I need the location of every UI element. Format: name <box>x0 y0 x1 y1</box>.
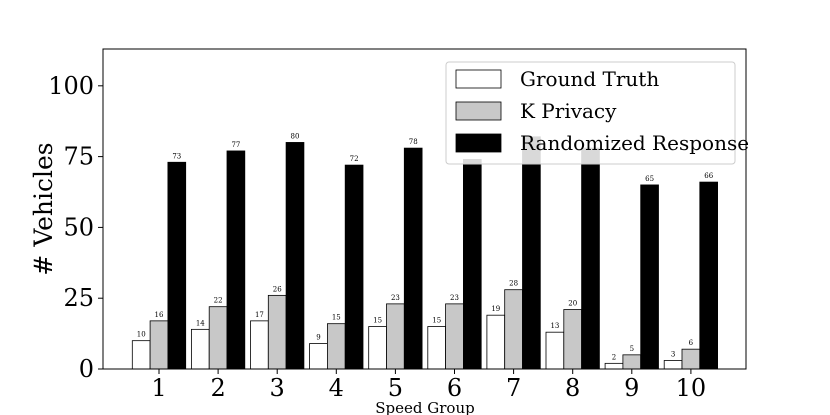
legend-label-randomized-response: Randomized Response <box>520 131 749 155</box>
bar-value-label: 6 <box>689 339 694 347</box>
bar-ground-truth-2 <box>190 328 210 370</box>
legend-label-k-privacy: K Privacy <box>520 99 617 123</box>
y-tick-label: 100 <box>48 72 94 100</box>
bars-layer <box>131 136 718 370</box>
legend-swatch-k-privacy <box>455 101 502 121</box>
y-tick-label: 25 <box>63 284 94 312</box>
legend-box <box>445 61 736 165</box>
bar-value-label: 72 <box>350 155 359 163</box>
x-axis-ticks: 1 2 3 4 5 6 7 8 9 10 <box>151 369 706 402</box>
bar-k-privacy-3 <box>267 294 287 370</box>
legend-swatch-ground-truth <box>455 69 502 89</box>
bar-value-label: 23 <box>450 294 459 302</box>
bar-k-privacy-4 <box>326 323 346 370</box>
legend-swatch-randomized-response <box>455 133 502 153</box>
bar-k-privacy-1 <box>149 320 169 370</box>
x-tick-label: 5 <box>388 374 403 402</box>
bar-k-privacy-9 <box>622 354 642 370</box>
bar-value-label: 66 <box>704 172 713 180</box>
x-tick-label: 2 <box>210 374 225 402</box>
bar-ground-truth-8 <box>545 331 565 370</box>
bar-value-label: 15 <box>373 317 382 325</box>
x-tick-label: 10 <box>676 374 707 402</box>
x-tick-label: 7 <box>506 374 521 402</box>
legend: Ground Truth K Privacy Randomized Response <box>445 61 749 165</box>
bar-randomized-response-2 <box>226 150 246 370</box>
bar-ground-truth-7 <box>486 314 506 370</box>
bar-value-label: 15 <box>332 314 341 322</box>
bar-value-label: 20 <box>568 300 577 308</box>
y-tick-label: 0 <box>79 355 94 383</box>
bar-randomized-response-6 <box>462 159 482 370</box>
bar-randomized-response-10 <box>699 181 718 370</box>
axes-layer <box>102 48 747 370</box>
bar-randomized-response-9 <box>640 184 659 370</box>
plot-frame <box>102 48 747 370</box>
bar-value-label: 78 <box>409 138 418 146</box>
bar-value-label: 5 <box>630 345 634 353</box>
bar-k-privacy-8 <box>563 309 582 370</box>
bar-value-label: 10 <box>137 331 146 339</box>
x-tick-label: 3 <box>270 374 285 402</box>
y-axis-label: # Vehicles <box>29 142 58 275</box>
bar-value-label: 23 <box>391 294 400 302</box>
y-axis-ticks: 0 25 50 75 100 <box>48 72 103 383</box>
bar-ground-truth-10 <box>663 360 683 370</box>
bar-value-label: 14 <box>196 319 205 327</box>
bar-k-privacy-6 <box>445 303 464 370</box>
bar-value-label: 73 <box>172 152 181 160</box>
bar-value-label: 2 <box>612 353 616 361</box>
bar-randomized-response-3 <box>285 142 305 370</box>
bar-value-label: 15 <box>432 317 441 325</box>
x-tick-label: 4 <box>329 374 344 402</box>
bar-randomized-response-4 <box>344 164 364 370</box>
x-tick-label: 8 <box>565 374 580 402</box>
bar-value-label: 26 <box>273 285 282 293</box>
x-tick-label: 9 <box>624 374 639 402</box>
bar-ground-truth-9 <box>604 362 624 370</box>
x-tick-label: 1 <box>151 374 166 402</box>
bar-ground-truth-5 <box>368 326 387 370</box>
x-axis-label: Speed Group <box>375 399 474 415</box>
bar-value-label: 22 <box>214 297 223 305</box>
legend-label-ground-truth: Ground Truth <box>520 67 659 91</box>
bar-value-label: 16 <box>155 311 164 319</box>
bar-value-label: 65 <box>645 175 654 183</box>
bar-value-label: 17 <box>255 311 264 319</box>
bar-value-label: 9 <box>316 334 320 342</box>
bar-ground-truth-6 <box>427 326 446 370</box>
x-tick-label: 6 <box>447 374 462 402</box>
bar-k-privacy-2 <box>208 306 228 370</box>
bar-k-privacy-7 <box>504 289 523 370</box>
bar-randomized-response-8 <box>581 147 600 370</box>
bar-ground-truth-1 <box>131 340 151 370</box>
bar-value-label: 80 <box>291 132 300 140</box>
bar-value-label: 28 <box>509 280 518 288</box>
y-tick-label: 75 <box>63 143 94 171</box>
bar-value-label: 77 <box>231 141 240 149</box>
bar-value-label: 19 <box>491 305 500 313</box>
bar-value-label: 13 <box>550 322 559 330</box>
bar-randomized-response-1 <box>167 161 187 370</box>
bar-ground-truth-3 <box>250 320 269 370</box>
y-tick-label: 50 <box>63 213 94 241</box>
bar-labels-layer: 1016731422771726809157215237815231928132… <box>137 132 714 361</box>
bar-k-privacy-10 <box>681 348 701 370</box>
bar-randomized-response-7 <box>522 136 541 370</box>
bar-randomized-response-5 <box>403 147 423 370</box>
bar-value-label: 3 <box>671 351 675 359</box>
bar-ground-truth-4 <box>309 343 328 370</box>
bar-k-privacy-5 <box>386 303 405 370</box>
